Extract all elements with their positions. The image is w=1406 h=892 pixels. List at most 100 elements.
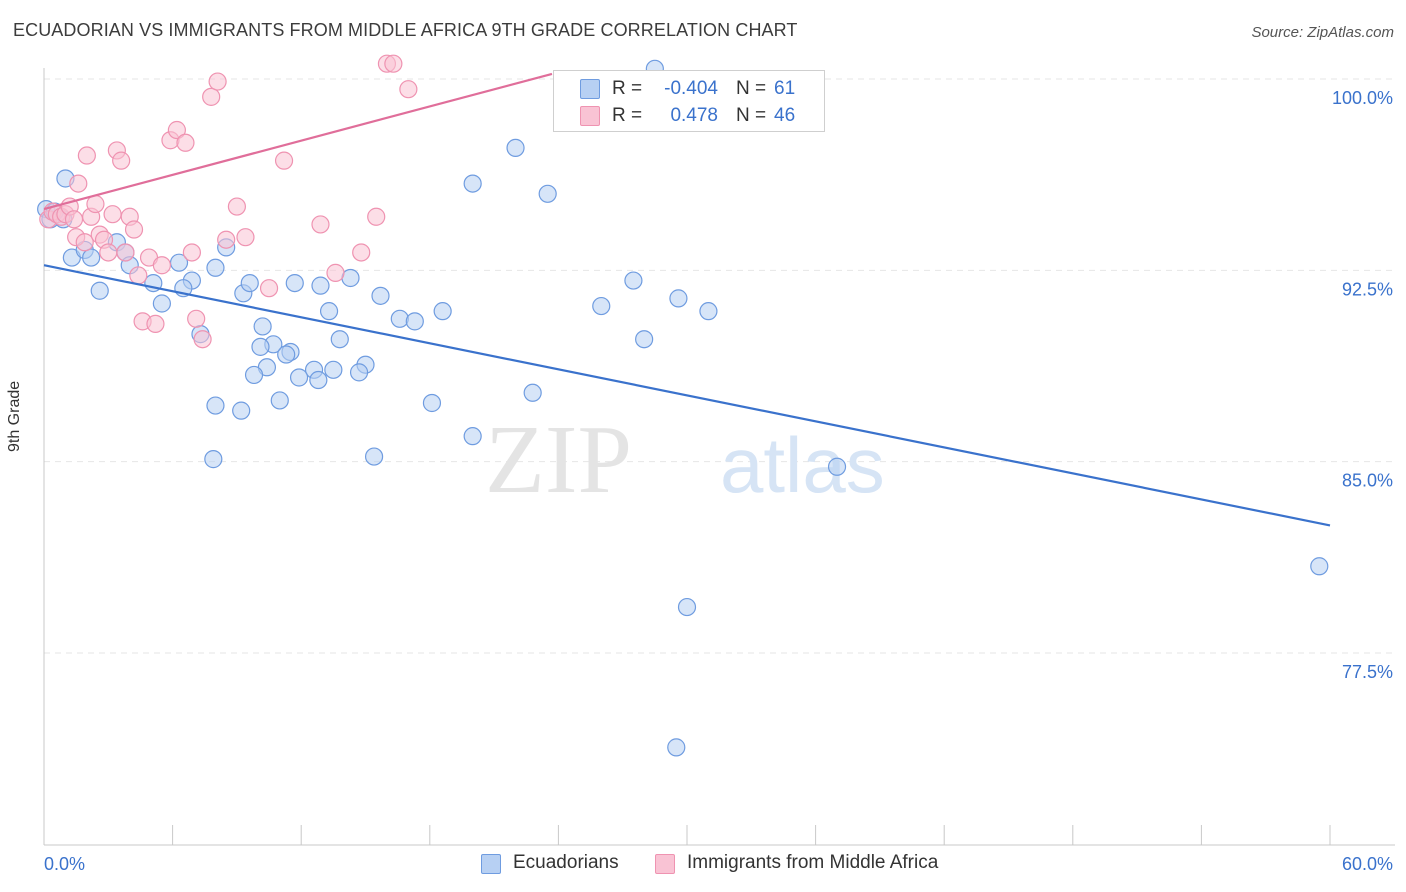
middle-africa-point — [384, 54, 403, 73]
ecuadorian-point — [1310, 557, 1329, 576]
legend-row-ecuadorians: R = -0.404 N = 61 — [554, 75, 824, 103]
stats-legend: R = -0.404 N = 61 R = 0.478 N = 46 — [553, 70, 825, 132]
watermark: ZIP atlas — [485, 406, 885, 514]
ecuadorian-point — [206, 258, 225, 277]
legend-r-label: R = — [612, 105, 643, 126]
bottom-legend-swatch-middle-africa — [655, 854, 675, 874]
middle-africa-point — [152, 256, 171, 275]
ecuadorian-point — [635, 330, 654, 349]
middle-africa-point — [182, 243, 201, 262]
middle-africa-point — [103, 205, 122, 224]
ecuadorian-point — [677, 597, 697, 617]
ecuadorian-point — [311, 276, 330, 295]
middle-africa-trend-line — [43, 72, 553, 211]
ecuadorian-point — [206, 396, 225, 415]
ecuadorian-point — [827, 457, 847, 476]
ecuadorian-point — [232, 401, 251, 420]
x-tick-label: 60.0% — [1342, 854, 1393, 874]
ecuadorian-point — [285, 273, 304, 293]
middle-africa-point — [124, 220, 144, 239]
ecuadorian-point — [244, 365, 264, 385]
middle-africa-point — [129, 266, 148, 285]
legend-swatch-ecuadorians — [580, 79, 600, 99]
middle-africa-point — [64, 210, 84, 229]
bottom-legend-label: Ecuadorians — [513, 852, 619, 873]
middle-africa-point — [112, 151, 131, 170]
ecuadorian-point — [433, 302, 452, 321]
ecuadorian-point — [624, 271, 643, 290]
legend-swatch-middle-africa — [580, 106, 600, 126]
middle-africa-point — [167, 120, 186, 140]
watermark-zip: ZIP — [485, 406, 632, 514]
ecuadorian-point — [463, 174, 482, 193]
ecuadorian-point — [253, 317, 272, 336]
ecuadorian-point — [277, 345, 296, 364]
ecuadorian-point — [349, 363, 369, 382]
ecuadorian-point — [669, 289, 688, 308]
ecuadorian-point — [251, 337, 270, 356]
ecuadorian-point — [82, 248, 101, 267]
ecuadorian-point — [364, 447, 384, 466]
middle-africa-point — [116, 243, 135, 262]
trend-lines — [43, 72, 1331, 527]
middle-africa-point — [399, 80, 418, 99]
ecuadorian-point — [309, 370, 328, 390]
middle-africa-point — [326, 263, 345, 282]
ecuadorian-point — [667, 738, 686, 757]
middle-africa-point — [187, 309, 206, 328]
ecuadorian-point — [289, 368, 309, 387]
ecuadorian-point — [90, 281, 109, 300]
middle-africa-point — [227, 197, 246, 216]
ecuadorian-point — [390, 309, 409, 328]
legend-n-label: N = — [736, 78, 767, 99]
middle-africa-point — [352, 243, 371, 262]
axes — [43, 68, 1395, 846]
bottom-legend-label: Immigrants from Middle Africa — [687, 852, 939, 873]
y-tick-label: 92.5% — [1342, 279, 1393, 299]
legend-r-value: 0.478 — [670, 105, 718, 126]
ecuadorian-point — [405, 312, 424, 331]
watermark-atlas: atlas — [720, 421, 885, 509]
ecuadorian-point — [506, 138, 525, 157]
middle-africa-point — [311, 215, 330, 234]
bottom-legend-swatch-ecuadorians — [481, 854, 501, 874]
ecuadorian-trend-line — [43, 264, 1331, 527]
ecuadorian-point — [324, 360, 343, 379]
source-label: Source: ZipAtlas.com — [1251, 24, 1394, 41]
middle-africa-point — [193, 330, 212, 349]
ecuadorian-point — [371, 286, 390, 305]
legend-n-label: N = — [736, 105, 767, 126]
x-tick-label: 0.0% — [44, 854, 85, 874]
y-tick-label: 85.0% — [1342, 471, 1393, 491]
middle-africa-point — [99, 243, 118, 262]
y-tick-label: 77.5% — [1342, 662, 1393, 682]
y-tick-label: 100.0% — [1332, 88, 1393, 108]
legend-n-value: 46 — [774, 105, 796, 126]
ecuadorian-point — [463, 427, 482, 446]
ecuadorian-point — [319, 302, 339, 321]
legend-n-value: 61 — [774, 78, 796, 99]
legend-r-value: -0.404 — [664, 78, 718, 99]
middle-africa-point — [208, 72, 227, 91]
ecuadorian-point — [152, 294, 171, 313]
ecuadorian-points — [37, 59, 1329, 757]
ecuadorian-point — [270, 391, 289, 410]
middle-africa-point — [274, 151, 294, 170]
ecuadorian-point — [330, 330, 349, 349]
middle-africa-point — [176, 133, 195, 152]
middle-africa-points — [39, 54, 418, 349]
middle-africa-point — [259, 279, 279, 298]
ecuadorian-point — [240, 273, 259, 293]
ecuadorian-point — [592, 296, 611, 316]
ecuadorian-point — [523, 383, 542, 402]
middle-africa-point — [367, 207, 386, 226]
ecuadorian-point — [204, 450, 223, 469]
chart-title: ECUADORIAN VS IMMIGRANTS FROM MIDDLE AFR… — [13, 20, 798, 40]
legend-r-label: R = — [612, 78, 643, 99]
middle-africa-point — [146, 314, 165, 334]
middle-africa-point — [69, 174, 88, 193]
gridlines — [44, 78, 1395, 654]
ecuadorian-point — [422, 393, 442, 413]
middle-africa-point — [217, 230, 236, 249]
